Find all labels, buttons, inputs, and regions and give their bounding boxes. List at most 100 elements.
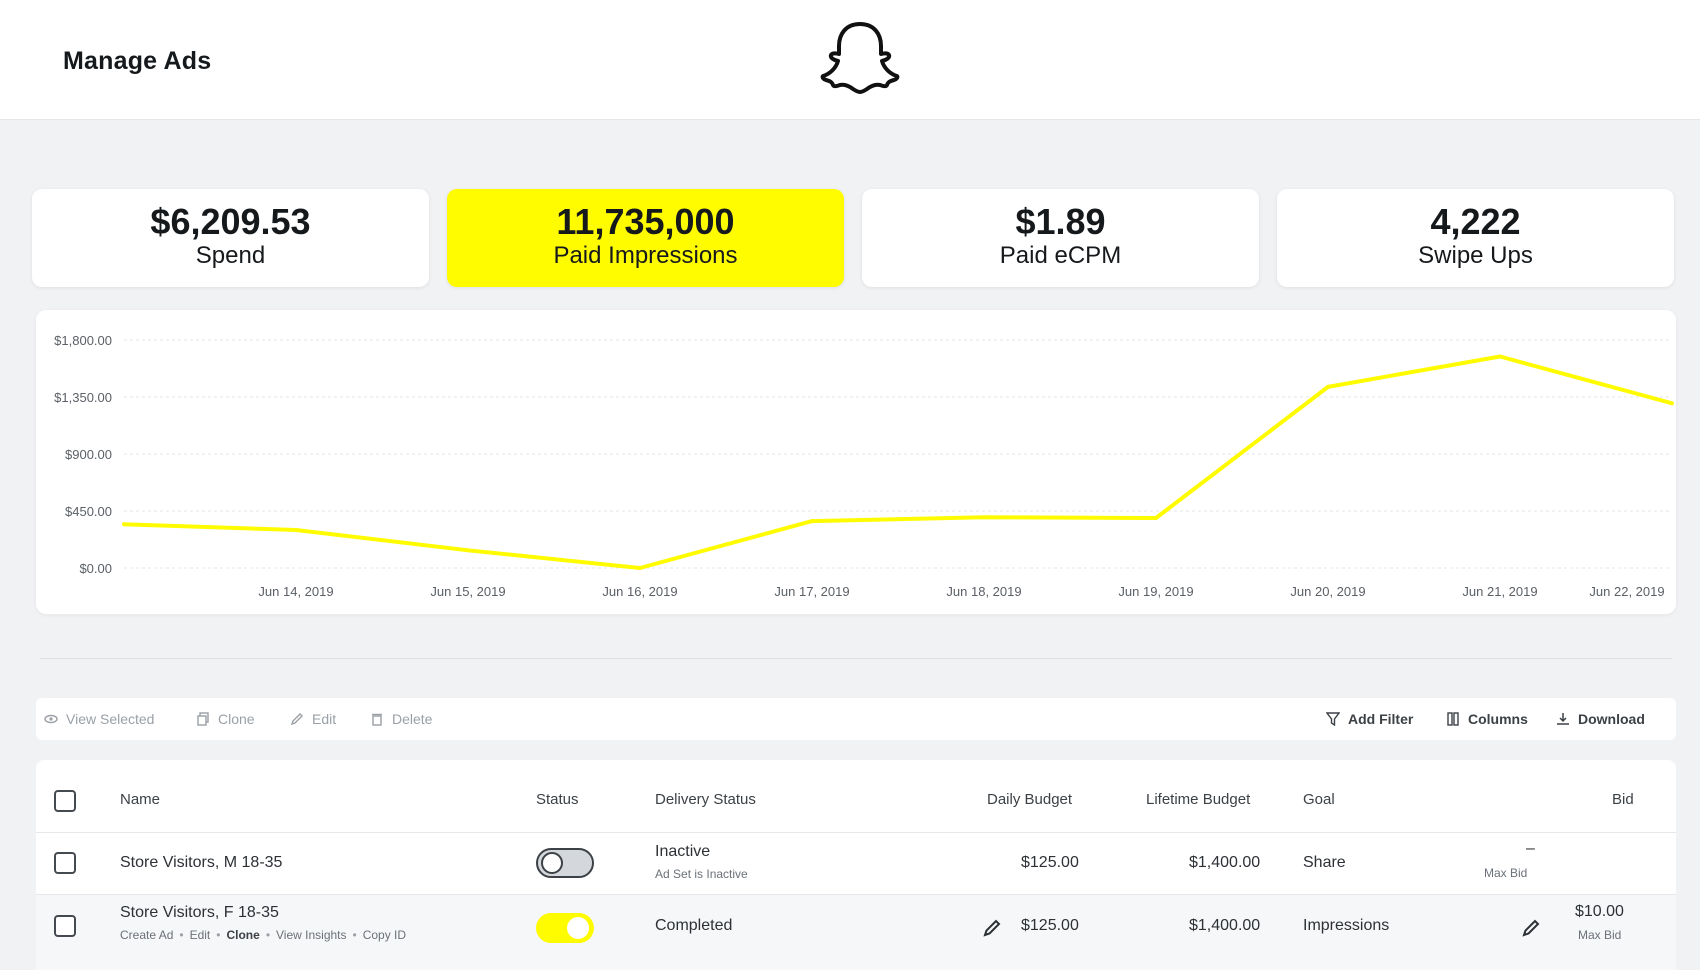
columns-icon: [1447, 712, 1459, 726]
column-header-goal[interactable]: Goal: [1303, 791, 1335, 808]
kpi-label: Swipe Ups: [1418, 242, 1533, 269]
columns-button[interactable]: Columns: [1446, 698, 1528, 740]
snapchat-ghost-icon[interactable]: [818, 18, 902, 98]
row-separator: [36, 832, 1676, 833]
clone-label: Clone: [218, 711, 255, 727]
kpi-card-paid-ecpm[interactable]: $1.89 Paid eCPM: [862, 189, 1259, 287]
edit-daily-budget-pencil-icon[interactable]: [982, 918, 1002, 938]
section-divider: [40, 658, 1672, 659]
goal-value: Impressions: [1303, 917, 1390, 934]
download-icon: [1557, 713, 1569, 725]
x-tick-label: Jun 18, 2019: [946, 584, 1021, 599]
x-tick-label: Jun 16, 2019: [602, 584, 677, 599]
download-label: Download: [1578, 711, 1645, 727]
view-selected-label: View Selected: [66, 711, 155, 727]
kpi-card-spend[interactable]: $6,209.53 Spend: [32, 189, 429, 287]
columns-label: Columns: [1468, 711, 1528, 727]
data-point[interactable]: [810, 519, 814, 524]
x-tick-label: Jun 17, 2019: [774, 584, 849, 599]
edit-label: Edit: [312, 711, 337, 727]
bid-value: –: [1526, 840, 1535, 857]
column-header-delivery-status[interactable]: Delivery Status: [655, 791, 756, 808]
edit-link[interactable]: Edit: [189, 928, 211, 942]
edit-bid-pencil-icon[interactable]: [1521, 918, 1541, 938]
x-tick-label: Jun 22, 2019: [1589, 584, 1664, 599]
dot-separator: •: [352, 928, 357, 942]
data-point[interactable]: [294, 528, 298, 532]
y-tick-label: $900.00: [65, 447, 112, 462]
x-tick-label: Jun 19, 2019: [1118, 584, 1193, 599]
data-point[interactable]: [982, 515, 986, 520]
delivery-status-detail: Ad Set is Inactive: [655, 867, 748, 881]
table-row-highlight: [36, 894, 1676, 970]
page-title: Manage Ads: [63, 47, 212, 75]
x-tick-label: Jun 14, 2019: [258, 584, 333, 599]
column-header-bid[interactable]: Bid: [1612, 791, 1634, 808]
kpi-card-swipe-ups[interactable]: 4,222 Swipe Ups: [1277, 189, 1674, 287]
create-ad-link[interactable]: Create Ad: [120, 928, 174, 942]
view-selected-button[interactable]: View Selected: [44, 698, 154, 740]
row-action-links: Create Ad • Edit • Clone • View Insights • Copy …: [120, 928, 406, 942]
ad-set-name[interactable]: Store Visitors, M 18-35: [120, 854, 283, 871]
kpi-value: 4,222: [1430, 201, 1521, 242]
kpi-value: 11,735,000: [556, 201, 735, 242]
dot-separator: •: [179, 928, 184, 942]
toggle-knob: [541, 852, 563, 874]
dot-separator: •: [216, 928, 221, 942]
data-point[interactable]: [466, 548, 470, 553]
edit-button[interactable]: Edit: [290, 698, 336, 740]
kpi-label: Paid Impressions: [553, 242, 738, 269]
copy-icon: [197, 712, 209, 726]
top-bar: Manage Ads: [0, 0, 1700, 120]
bid-type: Max Bid: [1484, 866, 1528, 880]
select-all-checkbox[interactable]: [54, 790, 76, 812]
ads-table: Name Status Delivery Status Daily Budget…: [36, 760, 1676, 970]
x-tick-label: Jun 21, 2019: [1462, 584, 1537, 599]
data-point[interactable]: [1498, 354, 1502, 359]
add-filter-label: Add Filter: [1348, 711, 1414, 727]
dot-separator: •: [265, 928, 271, 942]
series-line: [123, 354, 1673, 570]
download-button[interactable]: Download: [1556, 698, 1645, 740]
data-point[interactable]: [1154, 515, 1158, 520]
data-point[interactable]: [638, 566, 642, 570]
goal-value: Share: [1303, 854, 1346, 871]
y-tick-label: $450.00: [65, 504, 112, 519]
add-filter-button[interactable]: Add Filter: [1326, 698, 1413, 740]
view-insights-link[interactable]: View Insights: [276, 928, 347, 942]
copy-id-link[interactable]: Copy ID: [362, 928, 407, 942]
y-tick-label: $0.00: [79, 561, 112, 576]
row-checkbox[interactable]: [54, 852, 76, 874]
row-separator: [36, 894, 1676, 895]
delete-label: Delete: [392, 711, 433, 727]
y-tick-label: $1,350.00: [54, 390, 112, 405]
clone-link[interactable]: Clone: [226, 928, 260, 942]
data-point[interactable]: [1326, 384, 1330, 389]
bid-type: Max Bid: [1578, 928, 1622, 942]
kpi-card-paid-impressions[interactable]: 11,735,000 Paid Impressions: [447, 189, 844, 287]
delete-button[interactable]: Delete: [370, 698, 432, 740]
column-header-status[interactable]: Status: [536, 791, 579, 808]
column-header-lifetime-budget[interactable]: Lifetime Budget: [1146, 791, 1251, 808]
toggle-knob: [567, 917, 589, 939]
ad-set-name[interactable]: Store Visitors, F 18-35: [120, 904, 279, 921]
lifetime-budget-value: $1,400.00: [1189, 917, 1261, 934]
daily-budget-value: $125.00: [1021, 917, 1079, 934]
eye-icon: [44, 714, 58, 724]
kpi-label: Paid eCPM: [999, 242, 1122, 269]
status-toggle[interactable]: [536, 913, 594, 943]
delivery-status: Completed: [655, 917, 733, 934]
bid-value: $10.00: [1575, 903, 1624, 920]
data-point[interactable]: [1670, 401, 1674, 406]
spend-chart-card: $1,800.00 $1,350.00 $900.00 $450.00 $0.00 Jun…: [36, 310, 1676, 614]
lifetime-budget-value: $1,400.00: [1189, 854, 1261, 871]
column-header-daily-budget[interactable]: Daily Budget: [987, 791, 1073, 808]
clone-button[interactable]: Clone: [196, 698, 255, 740]
kpi-value: $6,209.53: [150, 201, 311, 242]
column-header-name[interactable]: Name: [120, 791, 161, 808]
x-tick-label: Jun 20, 2019: [1290, 584, 1365, 599]
data-point[interactable]: [122, 522, 126, 527]
kpi-label: Spend: [195, 242, 266, 269]
status-toggle[interactable]: [536, 848, 594, 878]
row-checkbox[interactable]: [54, 915, 76, 937]
